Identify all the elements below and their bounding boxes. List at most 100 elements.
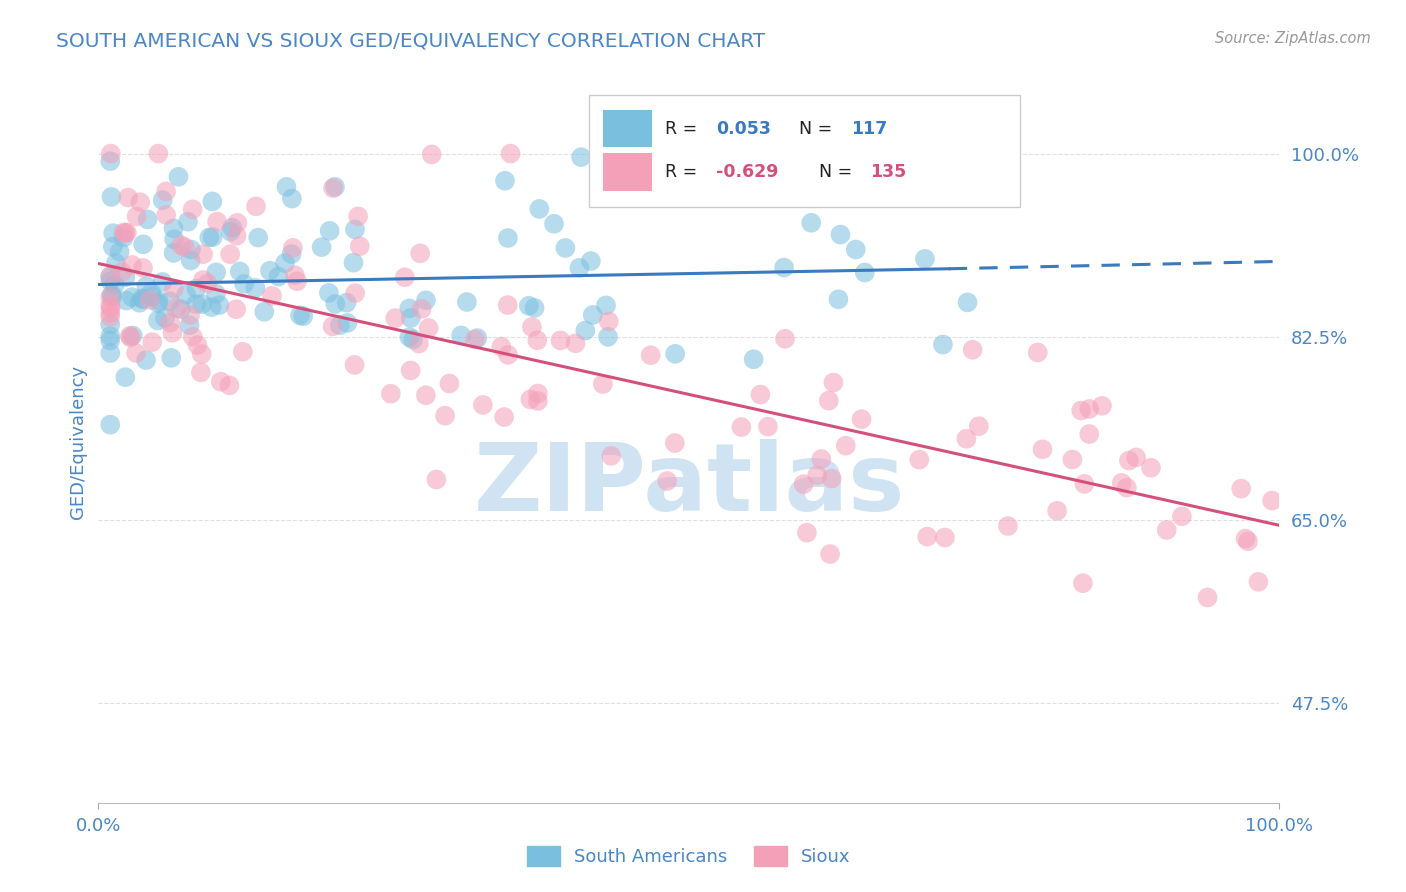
Point bbox=[180, 253, 202, 268]
Point bbox=[219, 225, 242, 239]
Point bbox=[496, 231, 519, 245]
Point bbox=[115, 226, 138, 240]
Point bbox=[208, 298, 231, 312]
Point bbox=[186, 281, 208, 295]
Point bbox=[170, 301, 193, 316]
Point bbox=[129, 195, 152, 210]
Point bbox=[1091, 399, 1114, 413]
Point bbox=[851, 412, 873, 426]
Point bbox=[582, 308, 605, 322]
Point bbox=[267, 269, 290, 284]
Point bbox=[98, 417, 121, 432]
Point bbox=[1070, 403, 1092, 417]
Point bbox=[173, 240, 195, 254]
Point bbox=[205, 265, 228, 279]
Point bbox=[655, 474, 678, 488]
Point bbox=[398, 330, 420, 344]
Point bbox=[98, 299, 121, 313]
Point bbox=[598, 314, 620, 328]
Text: N =: N = bbox=[799, 120, 838, 137]
Point bbox=[128, 295, 150, 310]
Point bbox=[141, 335, 163, 350]
Point bbox=[132, 260, 155, 275]
Point bbox=[288, 308, 311, 322]
Point bbox=[117, 191, 139, 205]
Point bbox=[322, 181, 344, 195]
Point bbox=[529, 202, 551, 216]
Point bbox=[135, 353, 157, 368]
Point bbox=[1156, 523, 1178, 537]
Point bbox=[318, 224, 340, 238]
Point bbox=[415, 293, 437, 308]
Point bbox=[177, 215, 200, 229]
Point bbox=[496, 348, 519, 362]
Point bbox=[201, 194, 224, 209]
Point bbox=[853, 265, 876, 279]
Point bbox=[104, 256, 127, 270]
Point bbox=[1046, 504, 1069, 518]
Point bbox=[411, 301, 433, 316]
Point bbox=[1071, 576, 1094, 591]
Text: R =: R = bbox=[665, 120, 703, 137]
Point bbox=[408, 336, 430, 351]
Point bbox=[191, 347, 214, 361]
Point bbox=[523, 301, 546, 315]
Point bbox=[823, 376, 845, 390]
Text: 117: 117 bbox=[851, 120, 887, 137]
Point bbox=[205, 286, 228, 301]
Point bbox=[730, 420, 752, 434]
Point bbox=[773, 332, 796, 346]
Text: Source: ZipAtlas.com: Source: ZipAtlas.com bbox=[1215, 31, 1371, 46]
Point bbox=[336, 316, 359, 330]
Point bbox=[1171, 509, 1194, 524]
Point bbox=[121, 290, 143, 304]
Point bbox=[179, 308, 201, 322]
Point bbox=[146, 313, 169, 327]
Point bbox=[152, 275, 174, 289]
Point bbox=[100, 301, 122, 315]
Point bbox=[121, 258, 143, 272]
Point bbox=[519, 392, 541, 407]
Point bbox=[1237, 534, 1260, 549]
Point bbox=[329, 318, 352, 333]
Point bbox=[579, 254, 602, 268]
Point bbox=[104, 278, 127, 293]
Point bbox=[399, 310, 422, 325]
Point bbox=[796, 525, 818, 540]
Point bbox=[221, 220, 243, 235]
Point bbox=[496, 298, 519, 312]
Point bbox=[259, 263, 281, 277]
Point bbox=[98, 346, 121, 360]
Point bbox=[1031, 442, 1053, 457]
Point bbox=[402, 333, 425, 347]
Point bbox=[409, 246, 432, 260]
Point bbox=[399, 363, 422, 377]
Point bbox=[1234, 532, 1257, 546]
Point bbox=[226, 216, 249, 230]
Point bbox=[200, 300, 222, 314]
Point bbox=[160, 351, 183, 365]
Point bbox=[184, 297, 207, 311]
Point bbox=[114, 370, 136, 384]
Point bbox=[1115, 481, 1137, 495]
Point bbox=[162, 221, 184, 235]
Point bbox=[98, 269, 121, 284]
Point bbox=[335, 295, 357, 310]
Point bbox=[1118, 453, 1140, 467]
Point bbox=[915, 530, 938, 544]
Point bbox=[520, 320, 543, 334]
Point bbox=[550, 334, 572, 348]
Point bbox=[1062, 452, 1084, 467]
Point bbox=[323, 179, 346, 194]
Point bbox=[465, 331, 488, 345]
Point bbox=[526, 333, 548, 347]
Point bbox=[132, 292, 155, 306]
Point bbox=[596, 330, 619, 344]
Point bbox=[517, 299, 540, 313]
Point bbox=[810, 452, 832, 467]
Point bbox=[174, 287, 197, 301]
Point bbox=[756, 419, 779, 434]
Legend: South Americans, Sioux: South Americans, Sioux bbox=[520, 838, 858, 873]
Point bbox=[100, 190, 122, 204]
Point bbox=[664, 436, 686, 450]
